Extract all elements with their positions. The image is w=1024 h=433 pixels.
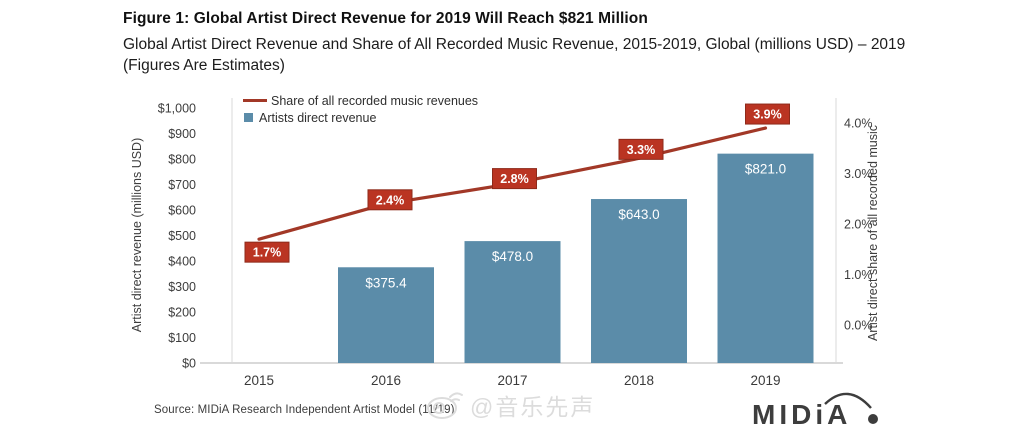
source-note: Source: MIDiA Research Independent Artis… <box>154 404 455 416</box>
x-axis-label: 2015 <box>244 373 274 388</box>
chart-legend: Share of all recorded music revenues Art… <box>243 92 478 126</box>
right-axis-tick-label: 4.0% <box>844 117 873 131</box>
left-axis-tick-label: $800 <box>168 153 196 167</box>
left-axis-tick-label: $500 <box>168 229 196 243</box>
left-axis-tick-label: $300 <box>168 280 196 294</box>
trend-point-label: 3.9% <box>753 108 782 122</box>
bar-value-label: $643.0 <box>618 207 659 222</box>
bar-value-label: $478.0 <box>492 249 533 264</box>
x-axis-label: 2016 <box>371 373 401 388</box>
trend-point-label-box <box>745 103 790 125</box>
midia-logo-text: MIDiA <box>752 399 851 430</box>
logo-period-dot <box>868 414 878 424</box>
legend-item-revenue: Artists direct revenue <box>243 109 478 126</box>
x-axis-label: 2017 <box>497 373 527 388</box>
bar <box>591 199 687 363</box>
bar <box>464 241 561 363</box>
legend-label-share: Share of all recorded music revenues <box>271 93 479 108</box>
right-axis-tick-label: 0.0% <box>844 319 873 333</box>
left-axis-tick-label: $1,000 <box>158 102 196 116</box>
left-axis-tick-label: $900 <box>168 127 196 141</box>
trend-point-label-box <box>492 168 537 190</box>
bar-series-swatch-icon <box>244 113 253 122</box>
right-axis-tick-label: 1.0% <box>844 268 873 282</box>
x-axis-label: 2018 <box>624 373 654 388</box>
left-axis-tick-label: $200 <box>168 306 196 320</box>
legend-item-share: Share of all recorded music revenues <box>243 92 478 109</box>
legend-label-revenue: Artists direct revenue <box>259 110 377 125</box>
figure-subtitle: Global Artist Direct Revenue and Share o… <box>123 36 906 75</box>
right-axis-title: Artist direct share of all recorded musi… <box>866 125 880 341</box>
x-axis-label: 2019 <box>750 373 780 388</box>
bar-value-label: $821.0 <box>745 162 786 177</box>
trend-point-label-box <box>618 138 664 160</box>
left-axis-tick-label: $400 <box>168 255 196 269</box>
left-axis-tick-label: $100 <box>168 331 196 345</box>
right-axis-tick-label: 2.0% <box>844 218 873 232</box>
trend-point-label: 2.8% <box>500 172 529 186</box>
left-axis-tick-label: $0 <box>182 357 196 371</box>
trend-point-label: 1.7% <box>253 246 282 260</box>
bar <box>338 267 434 363</box>
trend-point-label-box <box>367 189 413 211</box>
right-axis-tick-label: 3.0% <box>844 167 873 181</box>
bar <box>717 153 814 363</box>
line-series-swatch-icon <box>243 99 267 102</box>
trend-point-label-box <box>244 241 290 263</box>
left-axis-tick-label: $700 <box>168 178 196 192</box>
figure-header: Figure 1: Global Artist Direct Revenue f… <box>123 10 933 77</box>
midia-logo: MIDiA <box>752 392 878 430</box>
logo-arc <box>824 392 872 409</box>
bar-value-label: $375.4 <box>365 275 407 290</box>
trend-point-label: 2.4% <box>376 193 405 207</box>
figure-title: Figure 1: Global Artist Direct Revenue f… <box>123 10 648 27</box>
left-axis-tick-label: $600 <box>168 204 196 218</box>
left-axis-title: Artist direct revenue (millions USD) <box>130 138 144 333</box>
trend-point-label: 3.3% <box>627 143 656 157</box>
